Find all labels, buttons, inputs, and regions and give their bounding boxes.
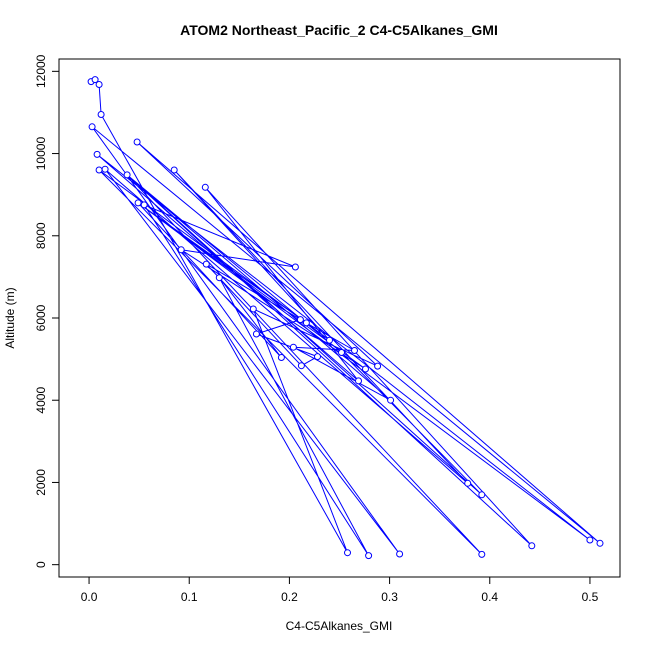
data-point <box>289 343 297 351</box>
data-point <box>338 349 345 356</box>
y-axis: 0 2000 4000 6000 8000 10000 12000 <box>34 54 60 568</box>
data-point <box>365 552 373 560</box>
data-point <box>344 549 351 557</box>
series-layer <box>87 76 604 560</box>
data-point <box>215 274 223 282</box>
data-point <box>396 550 404 558</box>
data-point <box>302 319 310 327</box>
data-point <box>296 316 304 324</box>
data-point <box>201 183 209 191</box>
data-point <box>464 479 472 487</box>
data-point <box>478 491 486 499</box>
y-tick-label: 2000 <box>34 469 48 496</box>
y-tick-label: 12000 <box>34 54 48 88</box>
data-point <box>88 123 96 131</box>
data-point <box>374 362 382 370</box>
data-point <box>326 336 333 344</box>
data-point <box>351 347 358 354</box>
data-point <box>252 330 260 338</box>
data-point <box>101 165 109 173</box>
data-point <box>93 150 101 158</box>
data-point <box>123 171 131 179</box>
data-point <box>586 536 594 544</box>
y-tick-label: 8000 <box>34 222 48 249</box>
y-axis-label: Altitude (m) <box>3 287 17 348</box>
x-tick-label: 0.3 <box>381 590 398 604</box>
data-point <box>97 111 105 118</box>
data-point <box>362 365 369 373</box>
y-tick-label: 6000 <box>34 304 48 331</box>
data-point <box>291 263 299 271</box>
chart-title: ATOM2 Northeast_Pacific_2 C4-C5Alkanes_G… <box>180 22 498 38</box>
data-point <box>387 396 395 404</box>
data-point <box>277 354 285 361</box>
y-tick-label: 10000 <box>34 137 48 171</box>
y-tick-label: 4000 <box>34 387 48 414</box>
data-point <box>202 260 210 268</box>
data-point <box>91 76 99 84</box>
data-point <box>297 362 305 370</box>
x-axis: 0.0 0.1 0.2 0.3 0.4 0.5 <box>81 576 599 604</box>
x-tick-label: 0.1 <box>181 590 198 604</box>
y-tick-label: 0 <box>34 561 48 568</box>
x-tick-label: 0.2 <box>281 590 298 604</box>
data-point <box>355 377 362 385</box>
data-point <box>140 201 148 209</box>
data-point <box>249 305 257 313</box>
x-tick-label: 0.4 <box>481 590 498 604</box>
x-tick-label: 0.5 <box>582 590 599 604</box>
x-axis-label: C4-C5Alkanes_GMI <box>286 619 393 633</box>
data-point <box>314 353 321 361</box>
data-point <box>478 550 486 558</box>
data-point <box>177 246 185 254</box>
data-point <box>528 542 536 550</box>
data-point <box>95 81 103 88</box>
data-point <box>133 138 141 146</box>
data-point <box>134 199 142 207</box>
data-point <box>95 166 103 174</box>
data-point <box>596 539 604 547</box>
x-tick-label: 0.0 <box>81 590 98 604</box>
data-point <box>170 166 178 174</box>
